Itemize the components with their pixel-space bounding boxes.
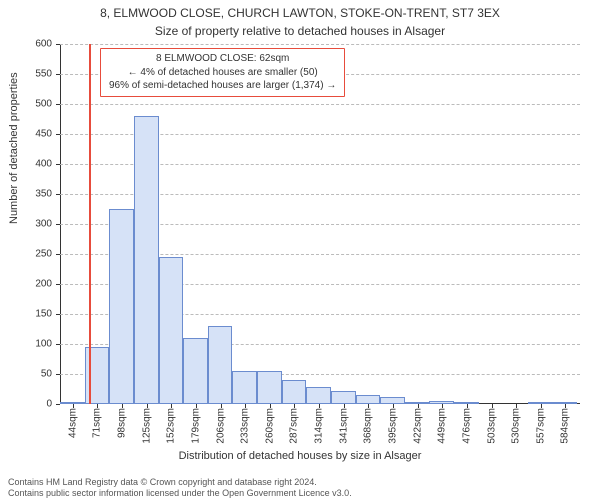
y-tick-label: 450 [22,129,52,140]
property-marker-line [89,44,91,404]
x-tick-label: 584sqm [560,408,571,444]
plot-area: 05010015020025030035040045050055060044sq… [60,44,580,404]
histogram-bar [60,402,85,404]
x-tick-label: 341sqm [338,408,349,444]
histogram-bar [528,402,553,404]
y-tick-label: 500 [22,99,52,110]
histogram-bar [208,326,233,404]
histogram-bar [306,387,331,404]
x-tick-label: 557sqm [535,408,546,444]
histogram-bar [553,402,578,404]
y-tick-label: 550 [22,69,52,80]
y-tick-mark [56,254,60,255]
histogram-bar [232,371,257,404]
x-axis-label: Distribution of detached houses by size … [0,450,600,462]
x-tick-label: 233sqm [240,408,251,444]
x-tick-label: 287sqm [289,408,300,444]
histogram-bar [331,391,356,404]
legend-line-3: 96% of semi-detached houses are larger (… [109,79,336,93]
y-tick-label: 50 [22,369,52,380]
histogram-bar [134,116,159,404]
x-tick-label: 449sqm [437,408,448,444]
y-tick-mark [56,44,60,45]
y-tick-mark [56,134,60,135]
x-tick-label: 530sqm [511,408,522,444]
histogram-bar [257,371,282,404]
footer-line-2: Contains public sector information licen… [8,488,592,498]
y-tick-label: 150 [22,309,52,320]
footer: Contains HM Land Registry data © Crown c… [8,477,592,498]
x-tick-label: 152sqm [166,408,177,444]
legend-line-1: 8 ELMWOOD CLOSE: 62sqm [109,52,336,66]
chart-container: 8, ELMWOOD CLOSE, CHURCH LAWTON, STOKE-O… [0,0,600,500]
y-tick-mark [56,404,60,405]
y-tick-mark [56,164,60,165]
y-tick-label: 250 [22,249,52,260]
y-tick-label: 100 [22,339,52,350]
histogram-bar [282,380,307,404]
histogram-bar [356,395,381,404]
gridline [60,104,580,106]
x-tick-label: 503sqm [486,408,497,444]
histogram-bar [380,397,405,404]
y-tick-mark [56,374,60,375]
y-tick-mark [56,344,60,345]
x-tick-label: 395sqm [387,408,398,444]
x-tick-label: 71sqm [92,408,103,438]
y-tick-mark [56,74,60,75]
y-tick-label: 200 [22,279,52,290]
legend-line-2: ← 4% of detached houses are smaller (50) [109,66,336,80]
y-tick-label: 350 [22,189,52,200]
x-tick-label: 260sqm [264,408,275,444]
y-tick-mark [56,104,60,105]
histogram-bar [454,402,479,404]
x-tick-label: 179sqm [190,408,201,444]
y-tick-label: 600 [22,39,52,50]
y-tick-mark [56,314,60,315]
page-subtitle: Size of property relative to detached ho… [0,22,600,40]
x-tick-label: 368sqm [363,408,374,444]
y-tick-mark [56,224,60,225]
x-tick-label: 44sqm [67,408,78,438]
x-tick-label: 476sqm [461,408,472,444]
histogram-bar [429,401,454,404]
chart-area: 05010015020025030035040045050055060044sq… [60,44,580,404]
x-tick-label: 206sqm [215,408,226,444]
histogram-bar [109,209,134,404]
x-tick-label: 125sqm [141,408,152,444]
legend-box: 8 ELMWOOD CLOSE: 62sqm ← 4% of detached … [100,48,345,97]
histogram-bar [159,257,184,404]
histogram-bar [405,402,430,404]
y-tick-mark [56,194,60,195]
footer-line-1: Contains HM Land Registry data © Crown c… [8,477,592,487]
gridline [60,44,580,46]
page-title: 8, ELMWOOD CLOSE, CHURCH LAWTON, STOKE-O… [0,0,600,22]
y-tick-label: 300 [22,219,52,230]
x-tick-label: 314sqm [314,408,325,444]
x-tick-label: 422sqm [412,408,423,444]
histogram-bar [183,338,208,404]
x-tick-label: 98sqm [117,408,128,438]
y-tick-mark [56,284,60,285]
y-tick-label: 0 [22,399,52,410]
y-tick-label: 400 [22,159,52,170]
y-axis-label: Number of detached properties [8,72,20,224]
